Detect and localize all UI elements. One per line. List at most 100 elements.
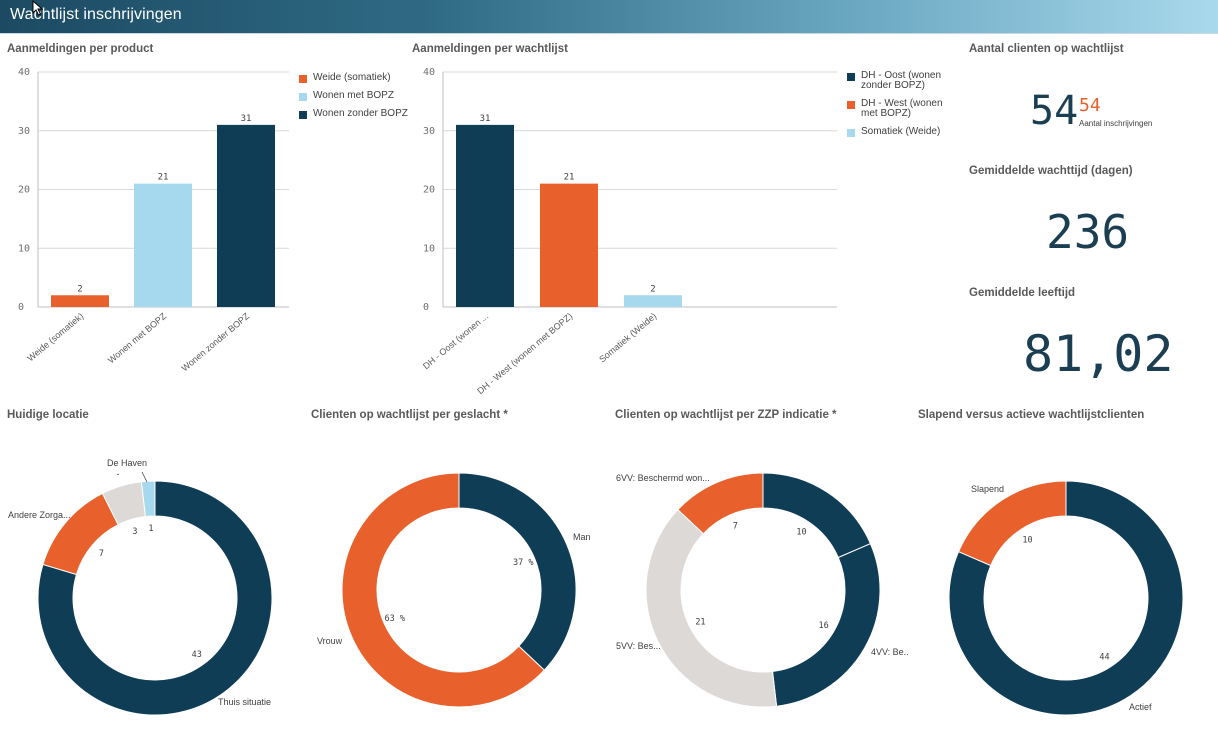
bar[interactable] [624,295,682,307]
donut-chart-locatie[interactable]: 43 Thuis situatie 7 Andere Zorga... 3 - 1 De Ha… [0,430,300,745]
donut-chart-slapend[interactable]: 44 Actief 10 Slapend [912,430,1212,745]
y-tick-label: 10 [423,243,435,254]
donut-slice[interactable] [140,480,156,518]
x-category-label: DH - West (wonen met BOPZ) [475,311,574,395]
donut-slice[interactable] [341,472,545,708]
legend-swatch [847,73,855,81]
bar[interactable] [456,124,514,307]
bar-chart-product[interactable]: 0 10 20 30 40 2 Weide (somatiek) 21 Wonen met BO… [0,55,400,395]
legend-label: Weide (somatiek) [313,72,391,83]
y-tick-label: 30 [423,126,435,137]
y-tick-label: 10 [18,243,30,254]
donut-slice[interactable] [762,472,872,559]
donut-category-label: Slapend [971,484,1004,494]
x-category-label: Weide (somatiek) [25,311,85,364]
panel-title-aantal: Aantal clienten op wachtlijst [969,43,1124,55]
legend-item[interactable]: DH - West (wonen met BOPZ) [847,99,957,119]
kpi-aantal-value[interactable]: 54 [1030,88,1079,134]
donut-slice[interactable] [458,472,577,671]
donut-value-label: 7 [99,549,104,559]
x-category-label: Wonen zonder BOPZ [179,311,251,374]
legend-label: DH - West (wonen met BOPZ) [861,98,943,119]
legend-wachtlijst[interactable]: DH - Oost (wonen zonder BOPZ) DH - West (… [847,71,957,145]
kpi-wachttijd-value[interactable]: 236 [1046,205,1130,259]
legend-item[interactable]: Wonen met BOPZ [299,91,409,101]
donut-slice[interactable] [677,472,764,535]
donut-slice[interactable] [645,509,778,708]
y-tick-label: 30 [18,126,30,137]
donut-slice[interactable] [42,492,119,576]
panel-title-wachttijd: Gemiddelde wachttijd (dagen) [969,165,1133,177]
donut-category-label: Vrouw [317,636,343,646]
bar-value-label: 31 [480,114,491,124]
donut-value-label: 1 [148,524,153,534]
donut-category-label: 6VV: Beschermd won... [616,473,710,483]
page-title: Wachtlijst inschrijvingen [10,6,182,23]
donut-category-label: Thuis situatie [218,697,271,707]
app-header: Wachtlijst inschrijvingen [0,0,1218,34]
kpi-aantal-secondary-value[interactable]: 54 [1079,95,1101,116]
bar[interactable] [134,183,192,307]
legend-item[interactable]: Weide (somatiek) [299,73,409,83]
donut-chart-zzp[interactable]: 10 16 4VV: Be... 21 5VV: Bes... 7 6VV: Bescher… [608,430,908,745]
bar-value-label: 21 [158,173,169,183]
y-tick-label: 20 [18,185,30,196]
bar[interactable] [51,295,109,307]
bar-chart-wachtlijst[interactable]: 0 10 20 30 40 31 DH - Oost (wonen ... 21 DH - We… [405,55,845,395]
panel-title-product: Aanmeldingen per product [7,43,154,55]
legend-swatch [847,101,855,109]
donut-slice[interactable] [957,480,1067,567]
legend-swatch [299,75,307,83]
bar-value-label: 31 [241,114,252,124]
donut-value-label: 10 [1022,536,1032,546]
panel-title-wachtlijst: Aanmeldingen per wachtlijst [412,43,568,55]
bar-value-label: 2 [650,284,655,294]
donut-chart-geslacht[interactable]: 37 % Man 63 % Vrouw [305,430,605,745]
legend-swatch [299,93,307,101]
mouse-cursor-icon [32,0,44,16]
panel-title-locatie: Huidige locatie [7,409,89,421]
donut-slice[interactable] [37,480,273,716]
panel-title-zzp: Clienten op wachtlijst per ZZP indicatie… [615,409,837,421]
panel-title-slapend: Slapend versus actieve wachtlijstcliente… [918,409,1145,421]
legend-swatch [847,129,855,137]
legend-product[interactable]: Weide (somatiek) Wonen met BOPZ Wonen zond… [299,73,409,127]
x-category-label: Somatiek (Weide) [597,311,658,365]
bar-value-label: 21 [564,173,575,183]
donut-value-label: 63 % [385,614,405,624]
donut-value-label: 43 [192,650,202,660]
legend-label: Wonen met BOPZ [313,90,394,101]
y-tick-label: 20 [423,185,435,196]
legend-item[interactable]: Somatiek (Weide) [847,127,957,137]
y-tick-label: 0 [423,302,429,313]
bar[interactable] [217,124,275,307]
donut-category-label: Man [573,532,591,542]
y-tick-label: 0 [18,302,24,313]
bar-value-label: 2 [77,284,82,294]
legend-item[interactable]: DH - Oost (wonen zonder BOPZ) [847,71,957,91]
bar[interactable] [540,183,598,307]
x-category-label: Wonen met BOPZ [106,311,169,366]
donut-category-label: 5VV: Bes... [616,641,661,651]
kpi-leeftijd-value[interactable]: 81,02 [1023,325,1174,383]
donut-value-label: 37 % [513,558,533,568]
donut-category-label: De Haven [107,458,147,468]
donut-category-label: Andere Zorga... [8,510,71,520]
donut-value-label: 16 [818,621,828,631]
legend-swatch [299,111,307,119]
x-category-label: DH - Oost (wonen ... [421,311,490,371]
legend-label: Wonen zonder BOPZ [313,108,408,119]
donut-value-label: 7 [733,522,738,532]
donut-category-label: 4VV: Be... [871,647,908,657]
donut-slice[interactable] [948,480,1184,716]
donut-value-label: 3 [132,527,137,537]
donut-value-label: 44 [1099,652,1109,662]
panel-title-geslacht: Clienten op wachtlijst per geslacht * [311,409,508,421]
y-tick-label: 40 [423,67,435,78]
y-tick-label: 40 [18,67,30,78]
donut-category-label: - [117,469,120,479]
kpi-aantal-secondary-label: Aantal inschrijvingen [1079,119,1153,128]
legend-label: DH - Oost (wonen zonder BOPZ) [861,70,942,91]
leader-line [141,471,148,483]
legend-item[interactable]: Wonen zonder BOPZ [299,109,409,119]
